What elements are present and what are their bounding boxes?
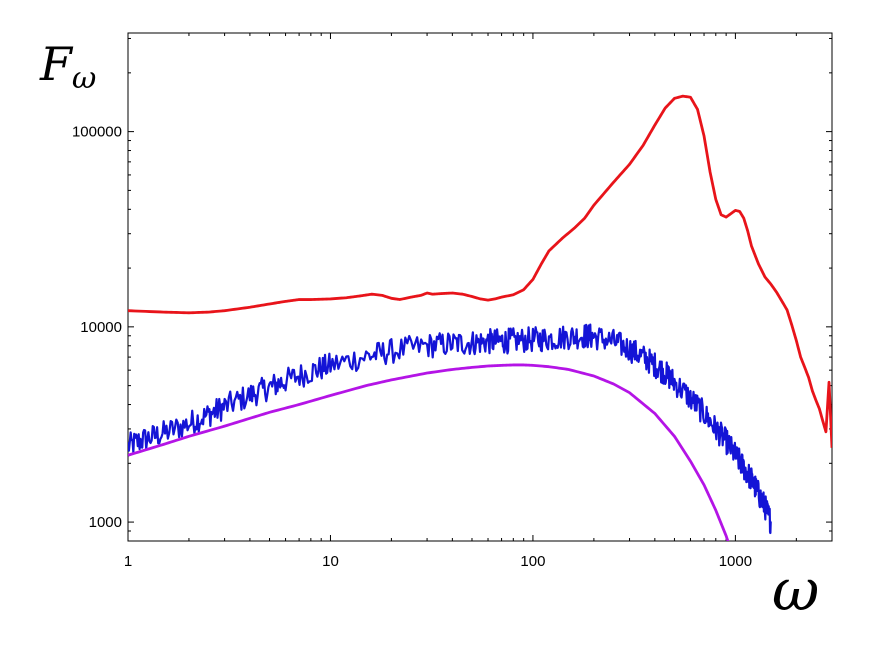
y-tick-label: 100000: [72, 124, 122, 141]
series-group: [128, 94, 832, 541]
x-axis-title: ω: [772, 556, 819, 624]
tick-labels: 1 10 100 1000 1000 10000 100000: [72, 124, 752, 570]
y-tick-label: 1000: [89, 514, 122, 531]
ticks: [127, 33, 833, 542]
y-tick-label: 10000: [80, 319, 122, 336]
series-line-2: [128, 323, 772, 535]
y-axis-title: Fω: [39, 37, 96, 96]
series-line-1: [128, 94, 832, 448]
y-axis-title-subscript: ω: [72, 61, 96, 96]
x-tick-label: 1000: [719, 553, 752, 570]
series-line-3: [128, 363, 730, 541]
y-axis-title-main: F: [39, 37, 74, 91]
x-tick-label: 1: [124, 553, 132, 570]
x-tick-label: 10: [322, 553, 339, 570]
x-tick-label: 100: [520, 553, 545, 570]
plot-frame: [127, 32, 833, 542]
